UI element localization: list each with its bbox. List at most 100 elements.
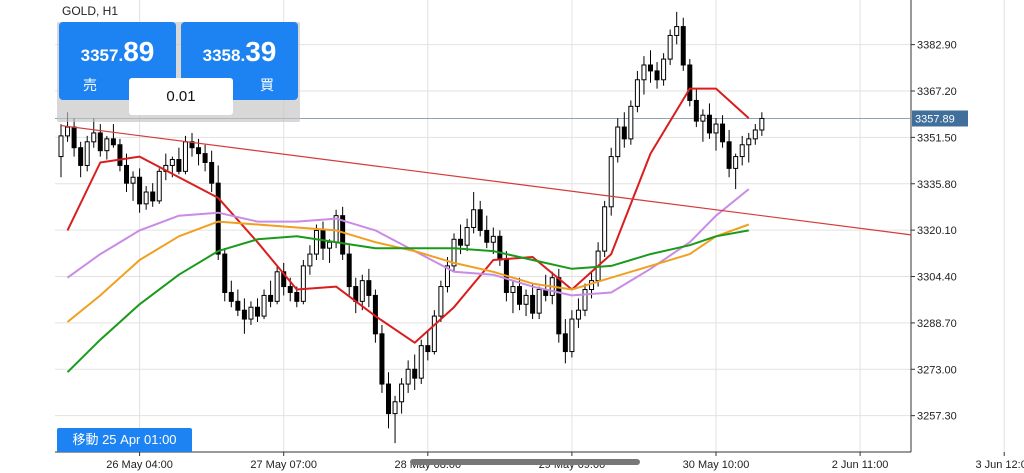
candle bbox=[471, 192, 477, 234]
y-tick-label: 3367.20 bbox=[917, 86, 957, 98]
candle bbox=[327, 239, 333, 263]
candle bbox=[680, 17, 686, 71]
candle-body-down bbox=[693, 99, 699, 122]
candle bbox=[281, 262, 287, 296]
moving-average-line bbox=[66, 229, 749, 373]
moving-averages bbox=[66, 87, 750, 373]
candle-body-up bbox=[641, 64, 647, 81]
candle bbox=[700, 109, 706, 142]
candle-body-down bbox=[340, 215, 346, 255]
candle-body-up bbox=[156, 170, 162, 202]
sell-button[interactable]: 3357.89 売 bbox=[59, 22, 176, 100]
candle-body-up bbox=[615, 126, 621, 158]
candle-body-down bbox=[621, 126, 627, 140]
candle-body-down bbox=[281, 271, 287, 288]
candle bbox=[209, 150, 215, 193]
candle bbox=[268, 280, 274, 308]
candle-body-down bbox=[412, 368, 418, 379]
candle-body-down bbox=[137, 176, 143, 205]
candle-body-down bbox=[287, 286, 293, 293]
candle-body-down bbox=[228, 291, 234, 302]
candle-body-down bbox=[78, 147, 84, 166]
candle bbox=[143, 186, 149, 210]
candle bbox=[687, 59, 693, 107]
y-tick-label: 3288.70 bbox=[917, 318, 957, 330]
candle-body-down bbox=[556, 277, 562, 335]
candle bbox=[91, 118, 97, 148]
candle-body-up bbox=[661, 58, 667, 81]
candle-body-up bbox=[431, 315, 437, 353]
trendline-layer bbox=[60, 124, 912, 236]
moving-average-line bbox=[66, 220, 750, 323]
candle bbox=[104, 135, 110, 160]
candle-body-down bbox=[294, 291, 300, 302]
candle-body-up bbox=[274, 271, 280, 302]
candle-body-up bbox=[169, 159, 175, 166]
candle bbox=[379, 324, 385, 393]
candle-body-down bbox=[484, 229, 490, 243]
candle-body-down bbox=[97, 132, 103, 152]
candle bbox=[163, 153, 169, 181]
candle-body-down bbox=[150, 191, 156, 202]
candle-body-up bbox=[359, 280, 365, 302]
candle-body-up bbox=[752, 129, 758, 140]
y-tick-label: 3273.00 bbox=[917, 364, 957, 376]
candle bbox=[582, 283, 588, 317]
x-tick-label: 30 May 10:00 bbox=[683, 459, 750, 471]
candle-body-up bbox=[464, 226, 470, 246]
candle bbox=[752, 124, 758, 145]
candle-body-down bbox=[386, 383, 391, 415]
scrollbar-handle[interactable] bbox=[410, 459, 640, 465]
candle bbox=[97, 124, 103, 157]
candle bbox=[746, 132, 752, 163]
candle-body-up bbox=[739, 144, 745, 158]
scroll-position-badge: 移動 25 Apr 01:00 bbox=[57, 428, 192, 452]
candle bbox=[431, 310, 437, 355]
candle bbox=[575, 298, 581, 328]
candle-body-up bbox=[490, 235, 496, 243]
current-price-tag: 3357.89 bbox=[912, 110, 968, 127]
x-tick-label: 3 Jun 12:00 bbox=[975, 459, 1024, 471]
candle bbox=[261, 289, 267, 320]
candle-body-down bbox=[477, 209, 483, 231]
candle bbox=[386, 372, 391, 429]
y-tick-label: 3382.90 bbox=[917, 40, 957, 52]
candle-body-up bbox=[405, 368, 411, 385]
candle bbox=[444, 257, 450, 293]
trendline bbox=[60, 124, 912, 236]
candle bbox=[634, 70, 640, 113]
candle-body-up bbox=[451, 238, 457, 267]
candle-body-up bbox=[667, 34, 673, 60]
candle bbox=[228, 280, 234, 308]
buy-label: 買 bbox=[260, 77, 274, 93]
volume-input[interactable]: 0.01 bbox=[129, 78, 233, 115]
buy-price-minor: 39 bbox=[245, 36, 277, 67]
x-tick-label: 26 May 04:00 bbox=[106, 459, 173, 471]
moving-average-line bbox=[66, 87, 750, 344]
candle-body-down bbox=[71, 126, 77, 149]
y-tick-label: 3320.10 bbox=[917, 225, 957, 237]
candle-body-up bbox=[471, 209, 477, 228]
candle bbox=[71, 118, 77, 157]
candle-body-down bbox=[680, 26, 686, 66]
candle bbox=[759, 112, 765, 136]
candle bbox=[241, 298, 247, 334]
candle-body-up bbox=[634, 79, 640, 107]
candle bbox=[693, 88, 699, 128]
candle bbox=[654, 62, 660, 89]
candle bbox=[117, 138, 123, 172]
candle-body-up bbox=[399, 383, 405, 403]
candle-body-down bbox=[562, 333, 568, 353]
candle bbox=[84, 135, 90, 172]
candle bbox=[418, 339, 424, 385]
one-click-trading-panel: 3357.89 売 3358.39 買 0.01 bbox=[57, 22, 300, 122]
candle bbox=[307, 245, 313, 275]
candle bbox=[255, 298, 260, 323]
y-tick-label: 3351.50 bbox=[917, 132, 957, 144]
candle-body-down bbox=[209, 161, 215, 184]
candle bbox=[523, 289, 529, 317]
candle bbox=[399, 378, 405, 414]
candle bbox=[569, 310, 575, 358]
candle bbox=[359, 274, 365, 311]
